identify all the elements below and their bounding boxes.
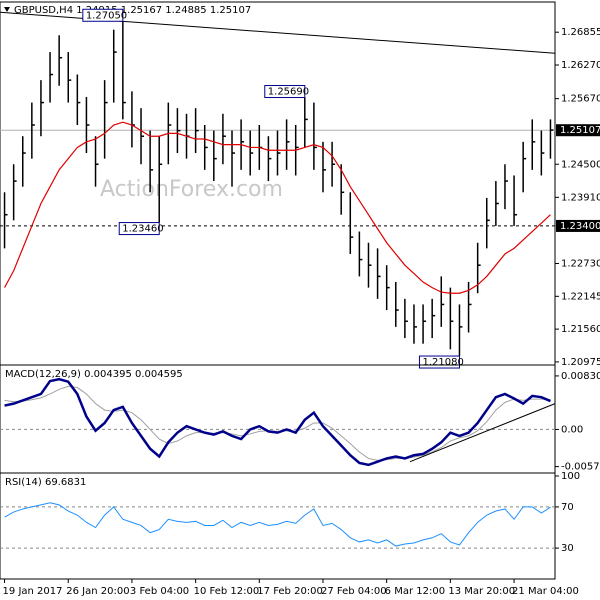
annotation-box: [264, 85, 306, 99]
panel-title: MACD(12,26,9) 0.004395 0.004595: [5, 369, 183, 380]
y-tick-label: 1.26270: [561, 60, 600, 71]
y-tick-label: 1.25670: [561, 94, 600, 105]
panel-frame: [0, 472, 556, 580]
watermark: ActionForex.com: [100, 177, 283, 202]
moving-average: [4, 121, 551, 294]
y-tick-label: 1.24500: [561, 159, 600, 170]
x-tick-label: 19 Jan 2017: [3, 586, 63, 597]
last-price-box: [556, 124, 600, 137]
panel-title: RSI(14) 69.6831: [5, 477, 86, 488]
series-line: [4, 502, 551, 547]
y-tick-label: 1.20975: [561, 357, 600, 368]
y-tick-label: 1.23910: [561, 192, 600, 203]
y-tick-label: 0.00: [561, 424, 583, 435]
x-tick-label: 13 Mar 20:00: [448, 586, 515, 597]
y-tick-label: -0.005768: [561, 462, 600, 473]
series-line: [4, 377, 551, 467]
annotation-label: 1.23460: [122, 224, 163, 235]
level-box: [556, 219, 600, 232]
x-tick-label: 26 Jan 20:00: [66, 586, 129, 597]
annotation-box: [82, 8, 124, 22]
y-tick-label: 1.22145: [561, 291, 600, 302]
y-tick-label: 30: [561, 543, 574, 554]
symbol-icon: [4, 7, 10, 12]
annotation-box: [118, 222, 160, 236]
annotation-label: 1.25690: [268, 87, 309, 98]
trendline: [409, 403, 556, 463]
y-tick-label: 0.008301: [561, 371, 600, 382]
last-price-label: 1.25107: [560, 125, 600, 136]
chart-title: GBPUSD,H4 1.24915 1.25167 1.24885 1.2510…: [14, 5, 251, 16]
x-tick-label: 3 Feb 04:00: [130, 586, 189, 597]
y-tick-label: 70: [561, 502, 574, 513]
level-label: 1.23400: [560, 221, 600, 232]
y-tick-label: 1.22730: [561, 259, 600, 270]
annotation-label: 1.21080: [422, 357, 463, 368]
x-tick-label: 17 Feb 20:00: [257, 586, 323, 597]
y-tick-label: 1.26855: [561, 27, 600, 38]
y-tick-label: 100: [561, 471, 580, 482]
y-tick-label: 1.21560: [561, 324, 600, 335]
x-tick-label: 10 Feb 12:00: [194, 586, 260, 597]
x-tick-label: 27 Feb 04:00: [321, 586, 387, 597]
x-tick-label: 21 Mar 04:00: [512, 586, 579, 597]
x-tick-label: 6 Mar 12:00: [385, 586, 445, 597]
annotation-label: 1.27050: [86, 10, 127, 21]
